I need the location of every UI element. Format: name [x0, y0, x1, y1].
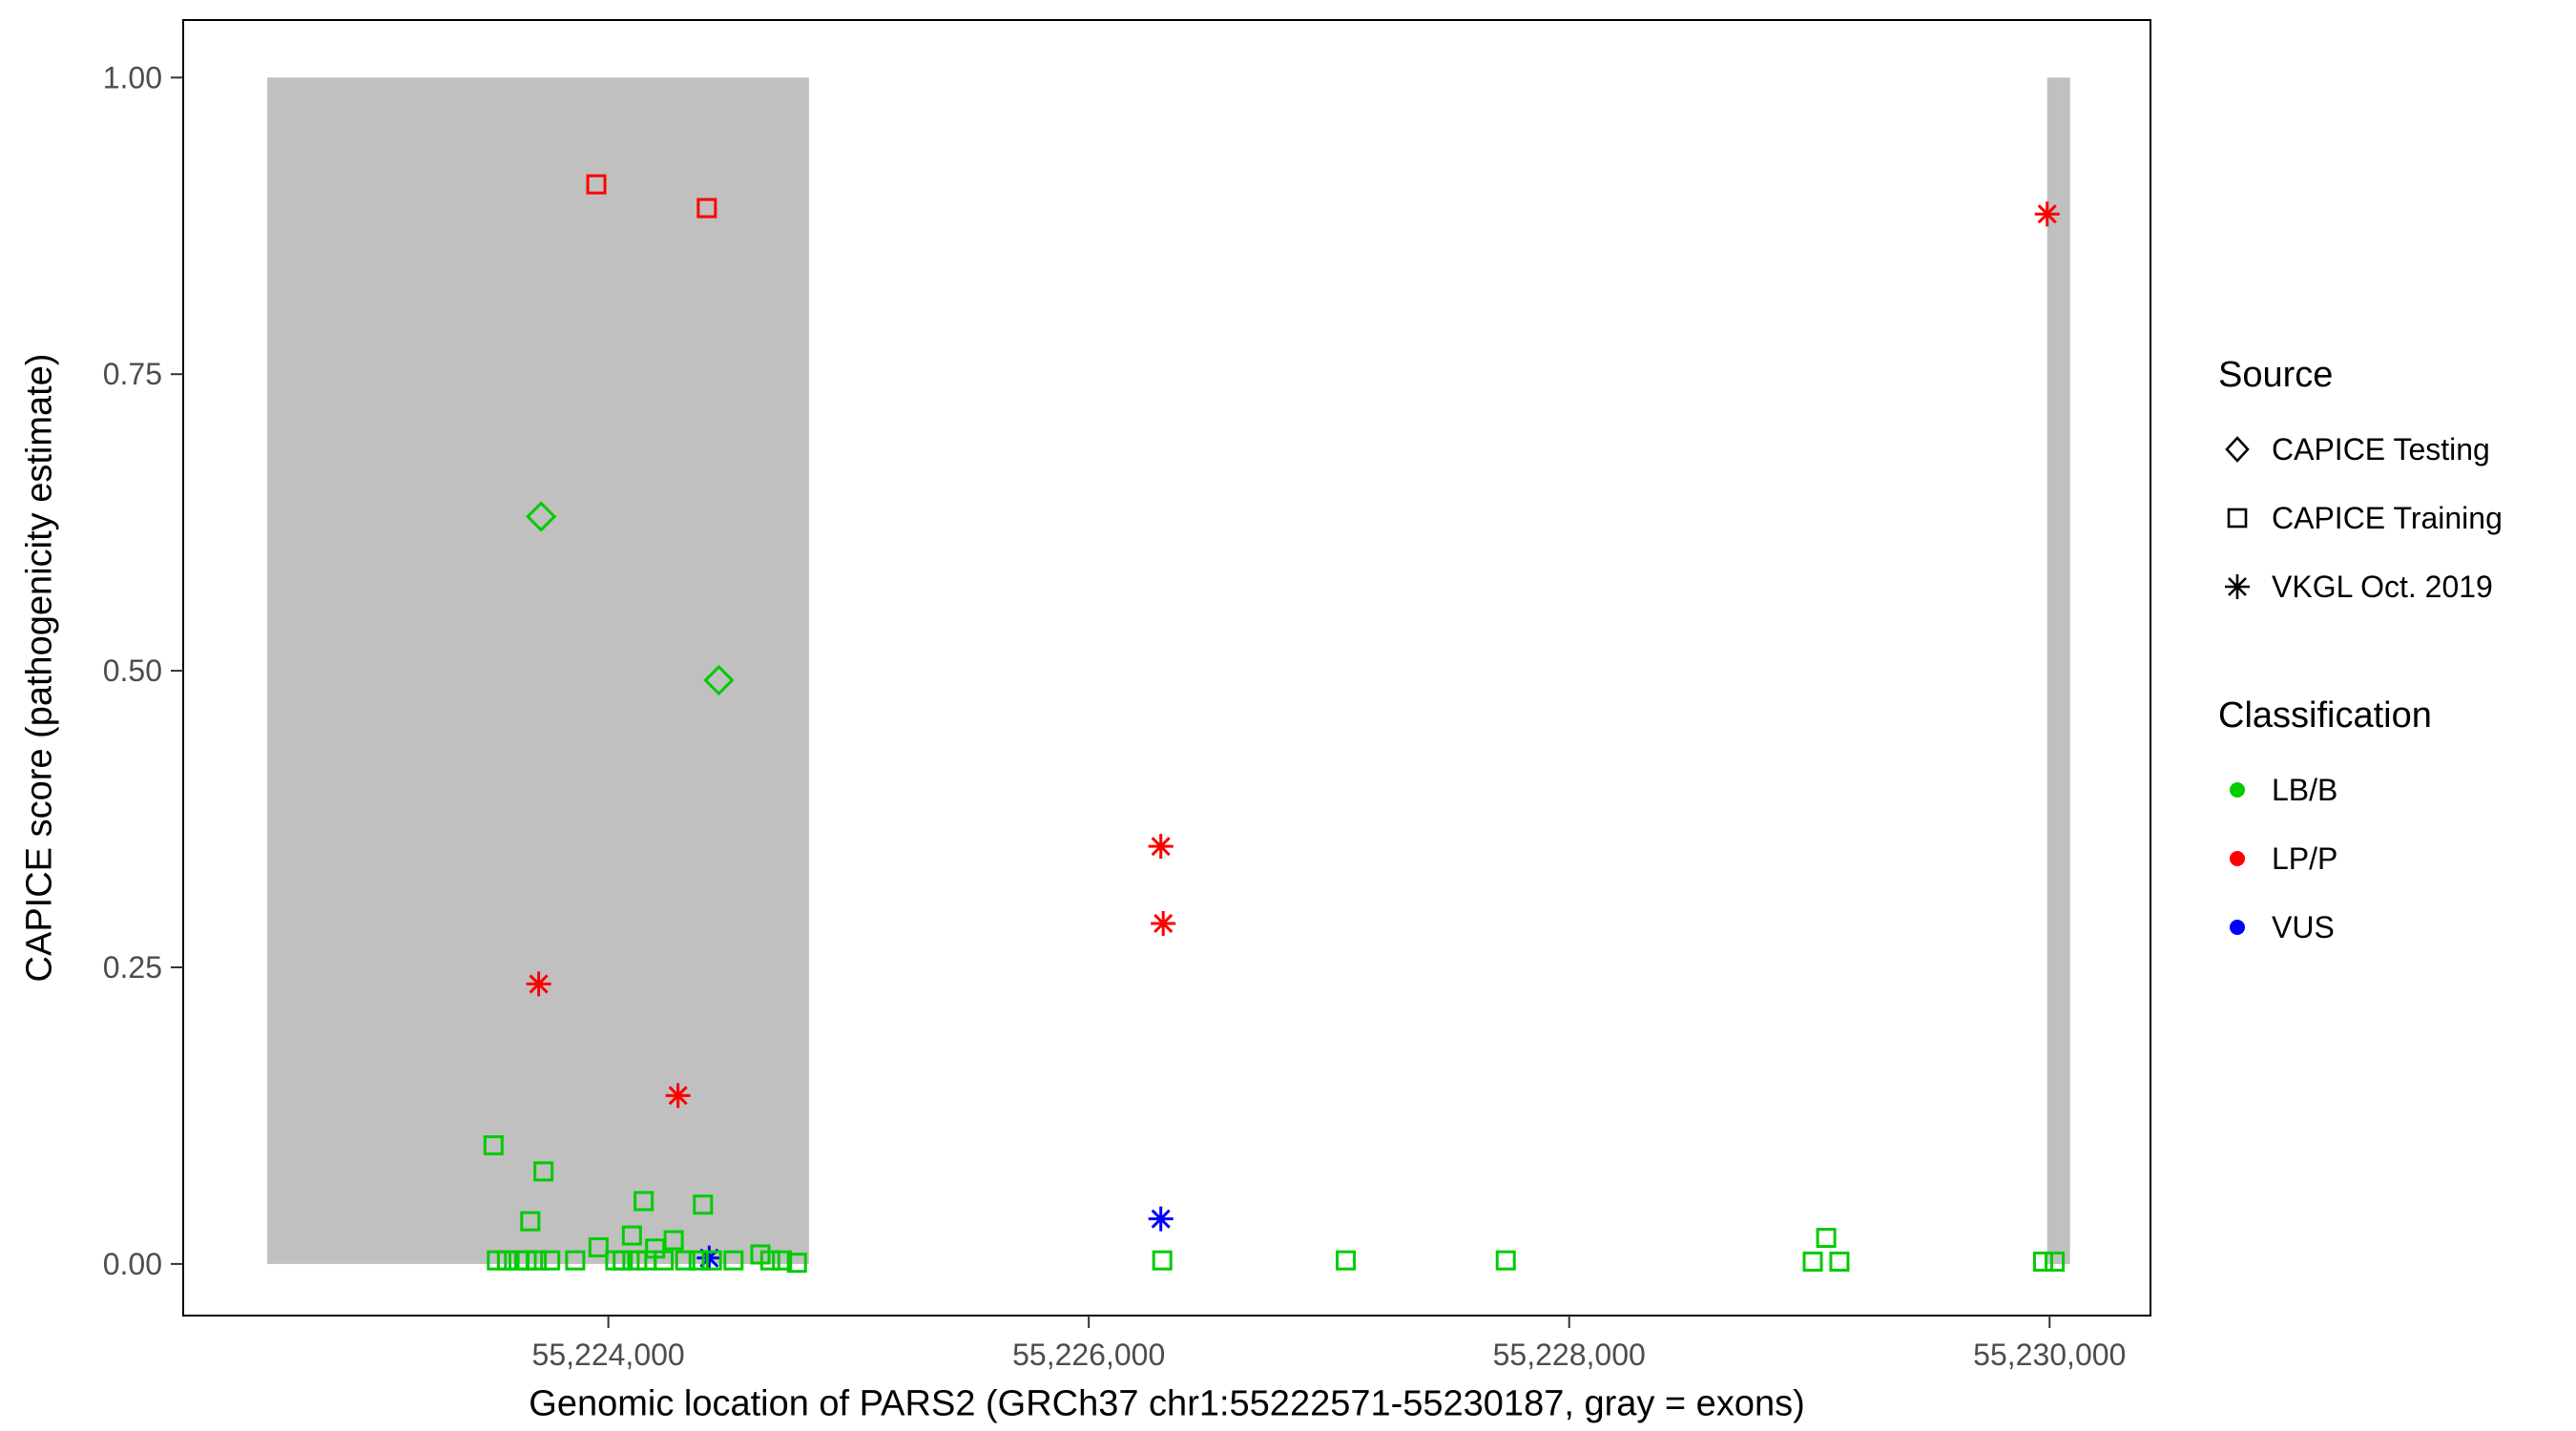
data-point-square	[621, 1225, 642, 1246]
legend-label: CAPICE Training	[2272, 500, 2503, 535]
data-point-square	[2045, 1251, 2066, 1272]
panel-border	[182, 19, 2151, 1317]
x-tick-label: 55,224,000	[532, 1338, 685, 1372]
data-point-diamond	[526, 501, 557, 532]
data-point-square	[613, 1250, 634, 1271]
square-icon	[2218, 499, 2256, 537]
legend-source-title: Source	[2218, 355, 2334, 395]
data-point-square	[1152, 1250, 1173, 1271]
legend-item-lbb: LB/B	[2218, 756, 2562, 824]
data-point-square	[634, 1191, 654, 1212]
legend-label: VUS	[2272, 909, 2335, 944]
x-axis-title: Genomic location of PARS2 (GRCh37 chr1:5…	[529, 1383, 1805, 1424]
data-point-square	[520, 1211, 541, 1232]
data-point-asterisk	[1148, 1206, 1174, 1232]
data-point-asterisk	[2034, 201, 2060, 227]
data-point-square	[483, 1135, 504, 1156]
legend: Source CAPICE Testing CAPICE Training	[2218, 355, 2562, 962]
legend-item-vus: VUS	[2218, 893, 2562, 962]
legend-label: LP/P	[2272, 840, 2338, 876]
data-point-square	[675, 1250, 696, 1271]
data-point-square	[533, 1161, 554, 1182]
data-point-square	[1336, 1250, 1357, 1271]
lbb-color-dot	[2230, 782, 2245, 798]
diamond-icon	[2218, 430, 2256, 468]
y-tick-label: 0.50	[103, 653, 162, 688]
data-point-square	[540, 1250, 561, 1271]
lpp-color-dot	[2230, 851, 2245, 866]
data-point-square	[565, 1250, 586, 1271]
x-tick-label: 55,230,000	[1973, 1338, 2126, 1372]
exon-band	[267, 77, 809, 1264]
data-point-square	[693, 1194, 714, 1215]
data-point-square	[527, 1250, 548, 1271]
data-point-square	[696, 197, 717, 218]
data-point-square	[663, 1230, 684, 1251]
y-tick-label: 1.00	[103, 60, 162, 94]
data-point-asterisk	[665, 1083, 691, 1109]
legend-item-capice-training: CAPICE Training	[2218, 484, 2562, 552]
data-point-square	[586, 174, 607, 195]
data-point-square	[487, 1250, 508, 1271]
legend-item-vkgl: VKGL Oct. 2019	[2218, 552, 2562, 621]
data-point-asterisk	[1148, 834, 1174, 860]
legend-group-source: Source CAPICE Testing CAPICE Training	[2218, 355, 2562, 621]
exon-band	[2046, 77, 2070, 1264]
data-point-square	[759, 1250, 780, 1271]
legend-classification-title: Classification	[2218, 695, 2432, 736]
y-tick-label: 0.75	[103, 357, 162, 391]
legend-item-lpp: LP/P	[2218, 824, 2562, 893]
asterisk-icon	[2218, 568, 2256, 606]
y-tick-label: 0.00	[103, 1247, 162, 1281]
data-point-square	[786, 1253, 807, 1274]
legend-label: CAPICE Testing	[2272, 431, 2490, 467]
vus-color-dot	[2230, 920, 2245, 935]
data-point-asterisk	[526, 971, 551, 997]
y-axis-title: CAPICE score (pathogenicity estimate)	[19, 353, 60, 983]
data-point-square	[1495, 1250, 1516, 1271]
data-point-square	[701, 1250, 722, 1271]
data-point-square	[588, 1236, 609, 1257]
data-point-square	[723, 1250, 744, 1271]
data-point-square	[772, 1250, 793, 1271]
data-point-square	[1802, 1251, 1823, 1272]
data-point-diamond	[703, 664, 735, 696]
data-point-asterisk	[1151, 910, 1176, 936]
x-tick-label: 55,228,000	[1493, 1338, 1646, 1372]
legend-group-classification: Classification LB/B LP/P VUS	[2218, 695, 2562, 962]
data-point-square	[688, 1250, 709, 1271]
legend-label: VKGL Oct. 2019	[2272, 569, 2493, 604]
x-tick-label: 55,226,000	[1012, 1338, 1165, 1372]
data-point-square	[516, 1250, 537, 1271]
data-point-square	[1816, 1228, 1837, 1249]
data-point-square	[654, 1250, 675, 1271]
data-point-asterisk	[696, 1245, 722, 1271]
data-point-square	[1829, 1251, 1850, 1272]
data-point-square	[2032, 1251, 2053, 1272]
legend-item-capice-testing: CAPICE Testing	[2218, 415, 2562, 484]
y-tick-label: 0.25	[103, 950, 162, 985]
legend-label: LB/B	[2272, 772, 2338, 807]
data-point-square	[496, 1250, 517, 1271]
